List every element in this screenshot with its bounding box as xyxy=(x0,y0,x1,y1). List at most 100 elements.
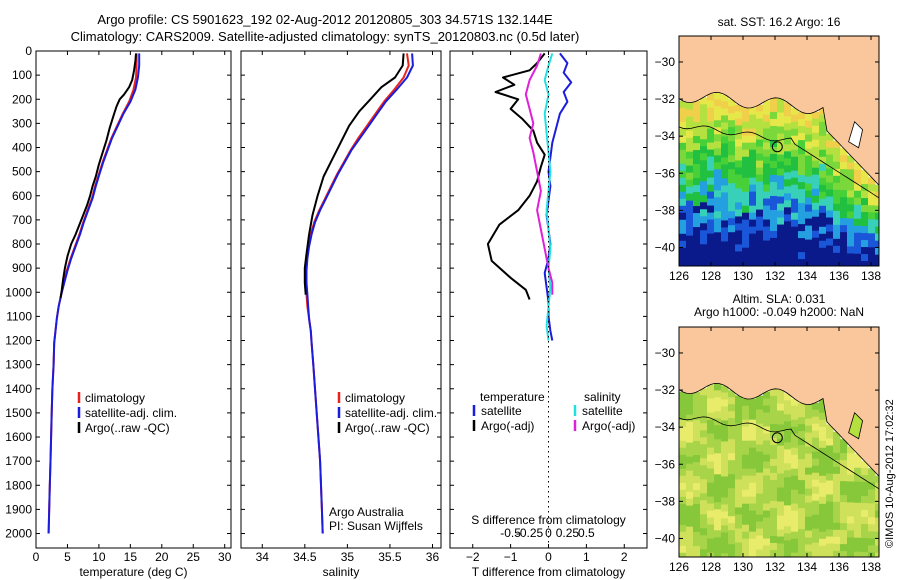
sst_map-cell xyxy=(826,259,834,266)
sla_map-cell xyxy=(721,385,729,393)
sst_map-cell xyxy=(784,221,792,229)
sla_map-cell xyxy=(770,409,778,418)
sla_map-cell xyxy=(700,402,708,410)
sst_map-cell xyxy=(707,219,715,228)
sst_map-cell xyxy=(840,260,848,266)
sla_map-cell xyxy=(777,522,785,531)
sla_map-cell xyxy=(861,517,869,525)
salinity-panel: 34 34.5 35 35.5 36 salinity climatologysatelli… xyxy=(240,50,442,579)
sst_map-cell xyxy=(805,148,813,157)
sst_map-cell xyxy=(728,169,736,177)
sla_map-cell xyxy=(686,533,694,542)
sst_map-cell xyxy=(840,225,848,233)
sla_map-cell xyxy=(833,445,841,454)
sst_map-cell xyxy=(721,199,729,207)
sst_map-cell xyxy=(714,113,722,121)
sla_map-cell xyxy=(812,472,820,481)
sst_map-cell xyxy=(854,232,862,241)
sst_map-cell xyxy=(805,134,813,143)
sst_map-cell xyxy=(798,245,806,253)
sst_map-cell xyxy=(805,246,813,255)
sla_map-cell xyxy=(742,489,750,498)
sst_map-cell xyxy=(826,238,834,247)
depth-tick-label: 500 xyxy=(12,165,32,179)
sla_map-cell xyxy=(721,546,729,554)
sst_map-cell xyxy=(700,237,708,245)
sst_map-cell xyxy=(784,123,792,131)
sla_map-cell xyxy=(777,417,785,426)
sst_map-cell xyxy=(700,132,708,140)
sla_map-cell xyxy=(700,535,708,543)
sla_map-cell xyxy=(784,449,792,457)
sla_map-cell xyxy=(784,505,792,513)
sla_map-cell xyxy=(784,407,792,415)
sla_map-cell xyxy=(686,456,694,465)
sst_map-cell xyxy=(840,190,848,198)
sla_map-cell xyxy=(784,540,792,548)
sst_map-cell xyxy=(854,211,862,220)
sst_map-cell xyxy=(875,261,879,266)
sla_map-cell xyxy=(819,426,827,435)
sla_map-cell xyxy=(819,489,827,498)
sla_map-cell xyxy=(833,501,841,510)
sla_map-cell xyxy=(735,479,743,487)
sla_map-cell xyxy=(749,447,757,456)
sst_map-cell xyxy=(805,169,813,178)
depth-tick-label: 1200 xyxy=(5,334,32,348)
sst_map-cell xyxy=(693,185,701,193)
sla_map-cell xyxy=(707,545,715,554)
sla_map-cell xyxy=(868,545,876,553)
sst_map-cell xyxy=(728,218,736,226)
sst_map-cell xyxy=(721,248,729,256)
sla_map-cell xyxy=(798,522,806,530)
sst_map-cell xyxy=(833,175,841,184)
sst_map-cell xyxy=(728,162,736,170)
sst_map-cell xyxy=(693,199,701,207)
sla_map-cell xyxy=(756,458,764,467)
sst_map-cell xyxy=(805,183,813,192)
sst_map-cell xyxy=(791,107,799,116)
sst_map-cell xyxy=(707,128,715,137)
sst_map-cell xyxy=(721,108,729,116)
sla_map-cell xyxy=(763,517,771,526)
sla_map-cell xyxy=(735,549,743,557)
sst_map-cell xyxy=(721,143,729,151)
sla_map-cell xyxy=(707,447,715,456)
sst_map-cell xyxy=(777,154,785,163)
sla_map-cell xyxy=(777,536,785,545)
sst_map-cell xyxy=(819,226,827,235)
sla_map-cell xyxy=(693,525,701,533)
sst_map-cell xyxy=(707,100,715,109)
sst_map-cell xyxy=(679,170,687,179)
sla_map-cell xyxy=(686,547,694,556)
depth-tick-label: 200 xyxy=(12,92,32,106)
sla_map-cell xyxy=(763,538,771,547)
sst_map-cell xyxy=(784,151,792,159)
sst_map-cell xyxy=(700,195,708,203)
sla_map-cell xyxy=(728,502,736,510)
salinity-series-argo xyxy=(303,53,405,295)
sla_map-cell xyxy=(693,427,701,435)
sst_map-cell xyxy=(728,232,736,240)
sst_map-cell xyxy=(756,146,764,155)
sst_map-cell xyxy=(777,224,785,233)
sla_map-cell xyxy=(700,528,708,536)
sla_map-cell xyxy=(693,434,701,442)
sst_map-cell xyxy=(756,251,764,260)
sst_map-cell xyxy=(749,219,757,228)
sla_map-cell xyxy=(749,419,757,428)
sla_map-cell xyxy=(763,433,771,442)
sla_map-cell xyxy=(847,474,855,482)
sla_map-cell xyxy=(812,528,820,537)
sla_map-cell xyxy=(840,537,848,545)
sla_map-cell xyxy=(686,526,694,535)
sst_map-cell xyxy=(805,127,813,136)
sst_map-cell xyxy=(700,167,708,175)
sla_map-argo-marker xyxy=(771,432,783,444)
sst_map-cell xyxy=(721,115,729,123)
sla_map-cell xyxy=(784,428,792,436)
sst_map-cell xyxy=(693,178,701,186)
sla_map-cell xyxy=(791,538,799,547)
sst_map-cell xyxy=(693,101,701,109)
sst_map-cell xyxy=(756,181,764,190)
